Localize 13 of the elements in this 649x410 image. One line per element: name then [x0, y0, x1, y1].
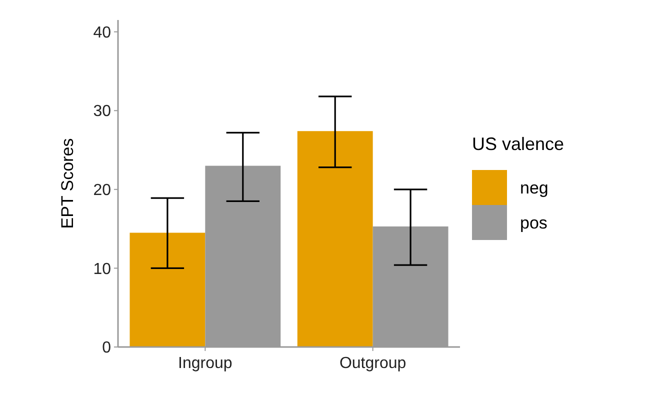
x-tick-label: Outgroup	[339, 355, 406, 372]
y-tick-label: 10	[93, 260, 112, 278]
y-tick-label: 0	[102, 340, 112, 357]
y-axis-title: EPT Scores	[58, 138, 77, 229]
bar	[130, 232, 206, 347]
bar	[297, 131, 373, 347]
legend-label: pos	[520, 213, 548, 232]
y-tick-label: 20	[93, 182, 112, 200]
y-tick-label: 30	[93, 103, 112, 120]
legend-label: neg	[520, 178, 548, 198]
y-tick-label: 40	[93, 24, 112, 42]
x-tick-label: Ingroup	[178, 355, 232, 372]
legend-title: US valence	[472, 134, 564, 154]
